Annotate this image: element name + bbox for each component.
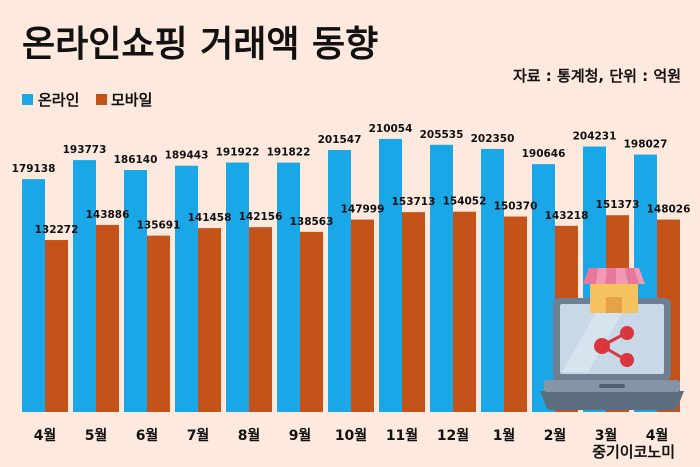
- bar-mobile-7: [402, 212, 425, 412]
- value-label-online-0: 179138: [12, 163, 56, 175]
- value-label-online-6: 201547: [318, 134, 362, 146]
- bar-mobile-4: [249, 227, 272, 412]
- legend-swatch-online: [22, 94, 33, 105]
- bar-online-7: [379, 138, 402, 412]
- legend-swatch-mobile: [96, 94, 107, 105]
- x-tick-label-6: 10월: [335, 427, 367, 444]
- x-tick-label-12: 4월: [646, 427, 669, 444]
- value-label-mobile-9: 150370: [494, 201, 538, 213]
- bar-mobile-1: [96, 224, 119, 412]
- bar-online-0: [22, 179, 45, 412]
- x-axis-ticks: 4월 5월 6월 7월 8월 9월 10월 11월 12월 1월 2월 3월 4월: [34, 427, 669, 444]
- bar-online-8: [430, 144, 453, 412]
- x-tick-label-8: 12월: [437, 427, 469, 444]
- value-label-online-5: 191822: [267, 147, 311, 159]
- bar-mobile-5: [300, 231, 323, 412]
- x-tick-label-5: 9월: [289, 427, 312, 444]
- x-tick-label-4: 8월: [238, 427, 261, 444]
- value-label-mobile-11: 151373: [596, 199, 640, 211]
- value-label-mobile-7: 153713: [392, 196, 436, 208]
- bar-online-9: [481, 148, 504, 412]
- x-tick-label-2: 6월: [136, 427, 159, 444]
- bar-mobile-2: [147, 235, 170, 412]
- laptop-store-share-icon: [540, 268, 684, 410]
- bar-online-3: [175, 165, 198, 412]
- data-labels: 179138 132272 193773 143886 186140 135691 1894…: [12, 123, 691, 236]
- source-note: 자료 : 통계청, 단위 : 억원: [513, 67, 681, 85]
- bar-online-1: [73, 160, 96, 412]
- x-tick-label-9: 1월: [493, 427, 516, 444]
- x-tick-label-10: 2월: [544, 427, 567, 444]
- value-label-mobile-6: 147999: [341, 204, 385, 216]
- value-label-mobile-12: 148026: [647, 204, 691, 216]
- chart-title: 온라인쇼핑 거래액 동향: [22, 24, 378, 65]
- value-label-online-7: 210054: [369, 123, 413, 135]
- value-label-online-1: 193773: [63, 144, 107, 156]
- value-label-mobile-1: 143886: [86, 209, 130, 221]
- bar-online-10: [532, 164, 555, 412]
- bar-online-4: [226, 162, 249, 412]
- value-label-mobile-5: 138563: [290, 216, 334, 228]
- bar-online-5: [277, 162, 300, 412]
- value-label-mobile-4: 142156: [239, 211, 283, 223]
- bar-mobile-6: [351, 219, 374, 412]
- bar-mobile-3: [198, 228, 221, 412]
- value-label-mobile-8: 154052: [443, 196, 487, 208]
- bar-mobile-9: [504, 216, 527, 412]
- x-tick-label-1: 5월: [85, 427, 108, 444]
- bar-online-6: [328, 149, 351, 413]
- value-label-online-4: 191922: [216, 147, 260, 159]
- brand-watermark: 중기이코노미: [592, 443, 675, 461]
- value-label-mobile-0: 132272: [35, 224, 79, 236]
- value-label-mobile-3: 141458: [188, 212, 232, 224]
- bar-mobile-8: [453, 211, 476, 412]
- x-tick-label-11: 3월: [595, 427, 618, 444]
- value-label-online-3: 189443: [165, 150, 209, 162]
- value-label-online-11: 204231: [573, 130, 617, 142]
- value-label-online-8: 205535: [420, 129, 464, 141]
- value-label-mobile-10: 143218: [545, 210, 589, 222]
- value-label-mobile-2: 135691: [137, 220, 181, 232]
- bar-mobile-0: [45, 240, 68, 412]
- legend: 온라인 모바일: [22, 91, 152, 109]
- bar-online-2: [124, 170, 147, 412]
- value-label-online-12: 198027: [624, 139, 668, 151]
- legend-label-mobile: 모바일: [111, 91, 152, 109]
- x-tick-label-3: 7월: [187, 427, 210, 444]
- value-label-online-9: 202350: [471, 133, 515, 145]
- value-label-online-10: 190646: [522, 148, 566, 160]
- x-tick-label-7: 11월: [386, 427, 418, 444]
- x-tick-label-0: 4월: [34, 427, 57, 444]
- legend-label-online: 온라인: [38, 91, 79, 109]
- value-label-online-2: 186140: [114, 154, 158, 166]
